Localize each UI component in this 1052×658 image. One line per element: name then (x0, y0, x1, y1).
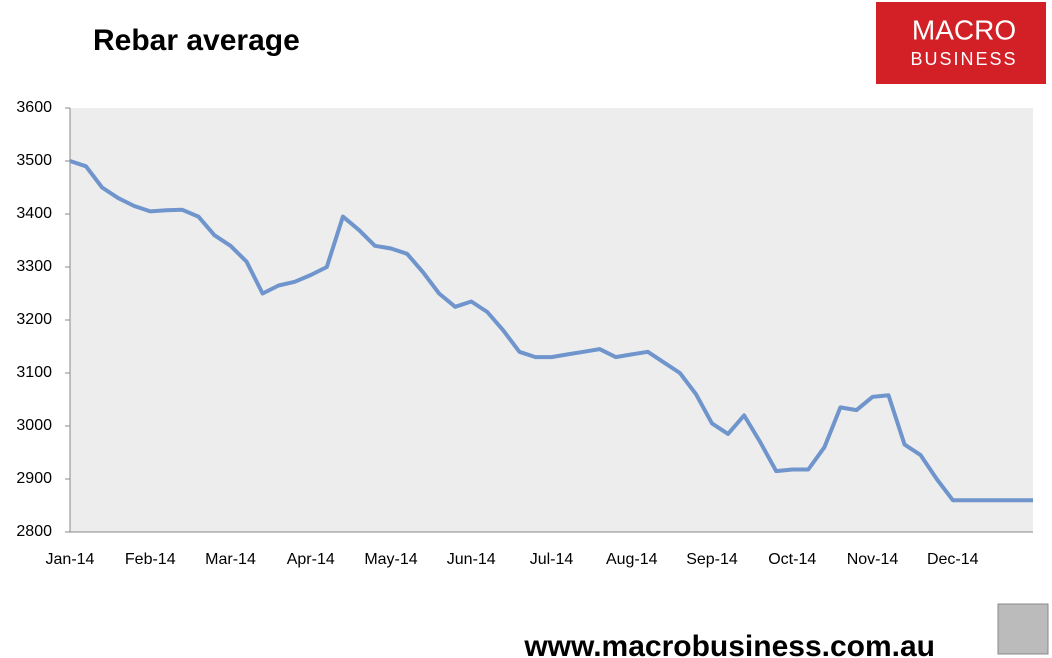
fox-icon (997, 603, 1049, 655)
logo-line2: BUSINESS (910, 49, 1017, 69)
y-tick-label: 3600 (16, 99, 52, 116)
x-tick-label: Mar-14 (205, 551, 256, 568)
y-tick-label: 3400 (16, 205, 52, 222)
x-tick-label: Aug-14 (606, 551, 658, 568)
chart-title: Rebar average (93, 24, 300, 57)
y-tick-label: 2900 (16, 470, 52, 487)
y-tick-label: 2800 (16, 523, 52, 540)
x-tick-label: Jul-14 (530, 551, 574, 568)
x-tick-label: Dec-14 (927, 551, 979, 568)
x-tick-label: Apr-14 (287, 551, 335, 568)
footer: www.macrobusiness.com.au (523, 630, 935, 658)
y-tick-label: 3200 (16, 311, 52, 328)
y-tick-label: 3300 (16, 258, 52, 275)
x-tick-label: Jan-14 (46, 551, 95, 568)
logo-box (876, 2, 1046, 84)
y-tick-label: 3000 (16, 417, 52, 434)
x-tick-label: Nov-14 (847, 551, 899, 568)
logo-line1: MACRO (912, 14, 1016, 45)
y-tick-label: 3100 (16, 364, 52, 381)
series-line (69, 159, 1033, 503)
x-tick-label: Feb-14 (125, 551, 176, 568)
plot-area (70, 108, 1033, 532)
x-tick-label: Jun-14 (447, 551, 496, 568)
x-tick-label: Sep-14 (686, 551, 738, 568)
y-tick-label: 3500 (16, 152, 52, 169)
x-tick-label: Oct-14 (768, 551, 816, 568)
x-tick-label: May-14 (364, 551, 417, 568)
